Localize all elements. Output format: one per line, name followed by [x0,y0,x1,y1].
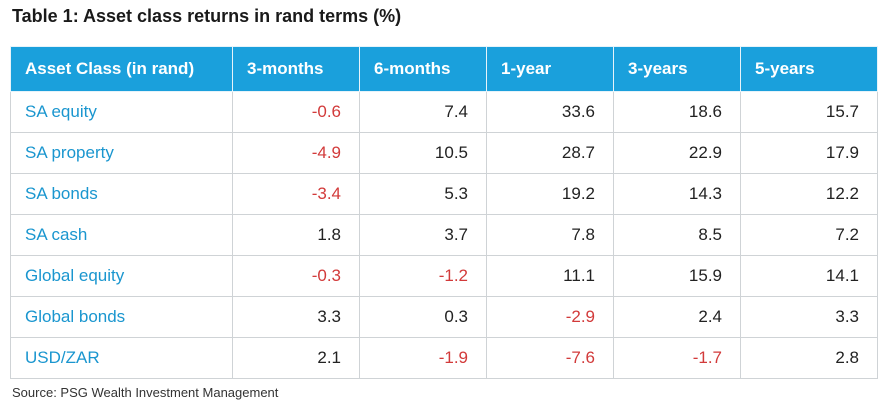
cell-3-years: 2.4 [613,296,741,338]
row-label: SA equity [10,91,233,133]
cell-3-months: 3.3 [232,296,360,338]
cell-5-years: 2.8 [740,337,878,379]
table-row: SA bonds -3.4 5.3 19.2 14.3 12.2 [10,173,878,215]
cell-5-years: 15.7 [740,91,878,133]
cell-1-year: 33.6 [486,91,614,133]
cell-3-months: -0.6 [232,91,360,133]
cell-1-year: -2.9 [486,296,614,338]
cell-1-year: 11.1 [486,255,614,297]
cell-3-years: 22.9 [613,132,741,174]
table-row: SA property -4.9 10.5 28.7 22.9 17.9 [10,132,878,174]
cell-6-months: 5.3 [359,173,487,215]
table-row: USD/ZAR 2.1 -1.9 -7.6 -1.7 2.8 [10,337,878,379]
source-note: Source: PSG Wealth Investment Management [12,385,279,400]
row-label: SA property [10,132,233,174]
cell-1-year: -7.6 [486,337,614,379]
cell-5-years: 7.2 [740,214,878,256]
row-label: Global bonds [10,296,233,338]
table-row: Global equity -0.3 -1.2 11.1 15.9 14.1 [10,255,878,297]
cell-3-years: 15.9 [613,255,741,297]
table-row: SA equity -0.6 7.4 33.6 18.6 15.7 [10,91,878,133]
header-1-year: 1-year [486,46,614,92]
cell-6-months: 0.3 [359,296,487,338]
cell-5-years: 12.2 [740,173,878,215]
cell-5-years: 14.1 [740,255,878,297]
row-label: SA bonds [10,173,233,215]
header-3-years: 3-years [613,46,741,92]
cell-1-year: 19.2 [486,173,614,215]
cell-3-months: 2.1 [232,337,360,379]
cell-3-months: -0.3 [232,255,360,297]
header-asset-class: Asset Class (in rand) [10,46,233,92]
cell-5-years: 3.3 [740,296,878,338]
cell-1-year: 7.8 [486,214,614,256]
cell-3-years: 14.3 [613,173,741,215]
cell-3-months: 1.8 [232,214,360,256]
cell-6-months: 7.4 [359,91,487,133]
cell-3-years: -1.7 [613,337,741,379]
cell-3-years: 8.5 [613,214,741,256]
row-label: USD/ZAR [10,337,233,379]
cell-6-months: -1.9 [359,337,487,379]
row-label: SA cash [10,214,233,256]
header-3-months: 3-months [232,46,360,92]
cell-6-months: 3.7 [359,214,487,256]
header-6-months: 6-months [359,46,487,92]
cell-3-months: -3.4 [232,173,360,215]
cell-3-months: -4.9 [232,132,360,174]
table-row: Global bonds 3.3 0.3 -2.9 2.4 3.3 [10,296,878,338]
table-title: Table 1: Asset class returns in rand ter… [12,6,402,26]
cell-3-years: 18.6 [613,91,741,133]
cell-1-year: 28.7 [486,132,614,174]
header-5-years: 5-years [740,46,878,92]
asset-returns-table: Asset Class (in rand) 3-months 6-months … [10,46,878,379]
cell-5-years: 17.9 [740,132,878,174]
row-label: Global equity [10,255,233,297]
table-row: SA cash 1.8 3.7 7.8 8.5 7.2 [10,214,878,256]
cell-6-months: -1.2 [359,255,487,297]
cell-6-months: 10.5 [359,132,487,174]
header-row: Asset Class (in rand) 3-months 6-months … [10,46,878,92]
